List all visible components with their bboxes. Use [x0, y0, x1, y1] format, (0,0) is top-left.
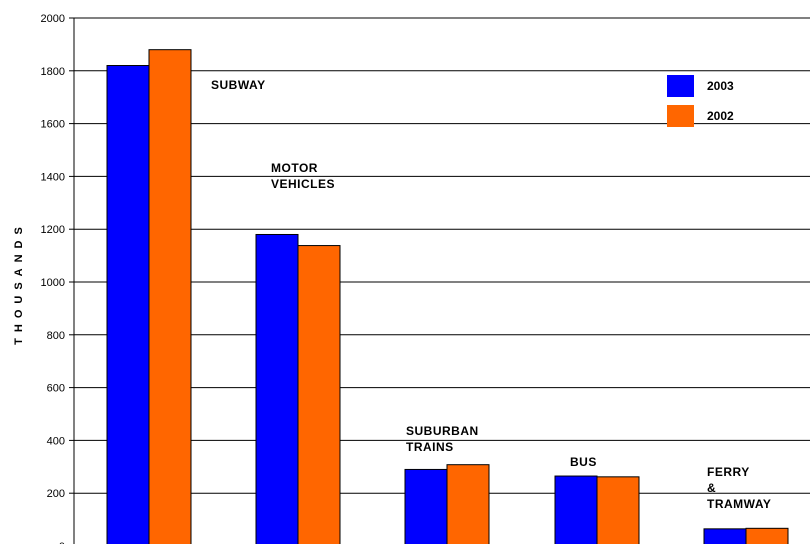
- y-tick-label: 400: [47, 435, 65, 447]
- bar-2002: [596, 476, 640, 544]
- bar-2002: [446, 464, 490, 544]
- legend-swatch: [667, 105, 694, 127]
- y-tick-label: 0: [59, 541, 65, 544]
- y-tick-label: 1000: [41, 277, 65, 289]
- y-tick-label: 1600: [41, 119, 65, 131]
- y-tick-label: 200: [47, 488, 65, 500]
- y-tick-label: 1400: [41, 171, 65, 183]
- category-label: BUS: [570, 455, 597, 469]
- y-axis-label: THOUSANDS: [13, 221, 25, 345]
- bar-2002: [297, 245, 341, 544]
- category-label: FERRY & TRAMWAY: [707, 465, 771, 511]
- bar-2003: [554, 475, 598, 544]
- category-label: MOTOR VEHICLES: [271, 161, 335, 191]
- y-tick-label: 600: [47, 383, 65, 395]
- bar-2003: [404, 468, 448, 544]
- bars: [106, 49, 789, 544]
- bar-2002: [148, 49, 192, 544]
- legend: 2003 2002: [667, 75, 734, 127]
- gridlines: [74, 17, 810, 494]
- legend-label: 2002: [707, 109, 734, 123]
- legend-label: 2003: [707, 79, 734, 93]
- bar-2003: [703, 528, 747, 544]
- bar-2002: [745, 527, 789, 544]
- category-label: SUBURBAN TRAINS: [406, 424, 479, 454]
- category-labels: SUBWAY MOTOR VEHICLES SUBURBAN TRAINS BUS FERR…: [211, 78, 771, 511]
- y-tick-label: 800: [47, 330, 65, 342]
- y-axis-ticks: 0 200 400 600 800 1000 1200 1400 1600 1800 2000: [41, 13, 74, 544]
- category-label: SUBWAY: [211, 78, 266, 92]
- legend-swatch: [667, 75, 694, 97]
- bar-2003: [106, 65, 150, 544]
- bar-2003: [255, 233, 299, 544]
- y-tick-label: 1800: [41, 66, 65, 78]
- y-tick-label: 1200: [41, 224, 65, 236]
- y-tick-label: 2000: [41, 13, 65, 25]
